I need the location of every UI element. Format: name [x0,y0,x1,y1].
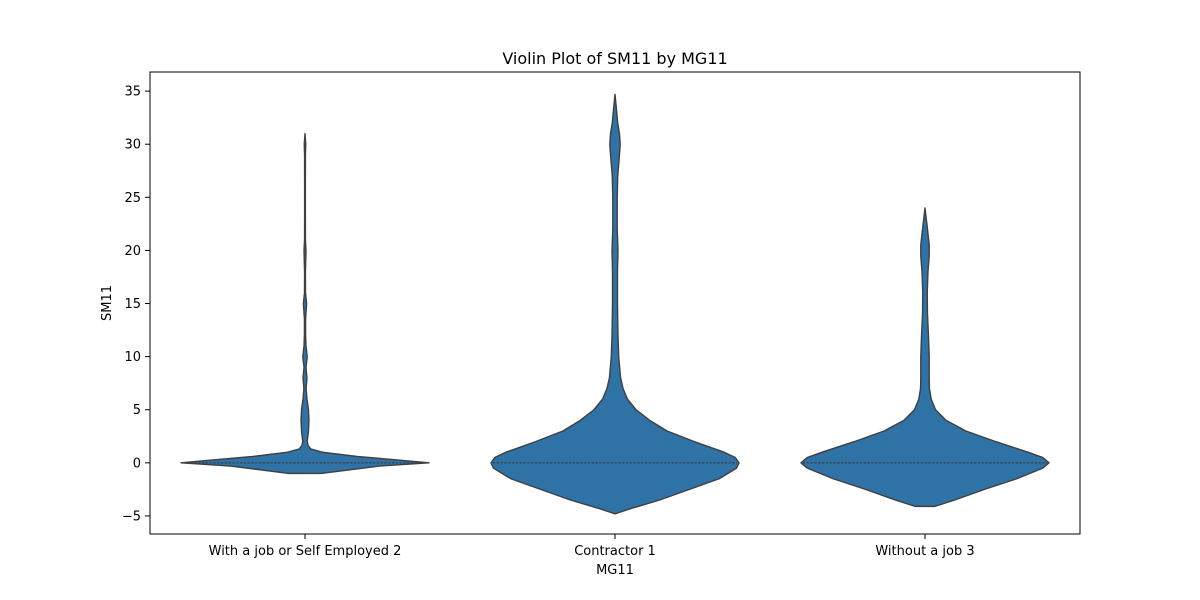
y-tick-label: 30 [124,138,141,153]
y-tick-label: 25 [124,191,141,206]
x-axis: With a job or Self Employed 2 Contractor … [209,534,975,559]
x-tick-label: With a job or Self Employed 2 [209,544,402,559]
y-axis: −5 0 5 10 15 20 25 30 35 [122,85,150,524]
violin-body [800,207,1050,508]
x-tick-label: Contractor 1 [574,544,656,559]
violin-layer [180,93,1050,515]
x-axis-label: MG11 [596,563,634,578]
y-tick-label: 5 [133,403,141,418]
x-tick-label: Without a job 3 [875,544,974,559]
y-axis-label: SM11 [100,285,115,321]
y-tick-label: 0 [133,456,141,471]
y-tick-label: 35 [124,85,141,100]
y-tick-label: 10 [124,350,141,365]
chart-title: Violin Plot of SM11 by MG11 [502,49,727,68]
y-tick-label: 20 [124,244,141,259]
y-tick-label: −5 [122,509,141,524]
violin-body [490,93,740,515]
violin-body [180,132,430,475]
y-tick-label: 15 [124,297,141,312]
